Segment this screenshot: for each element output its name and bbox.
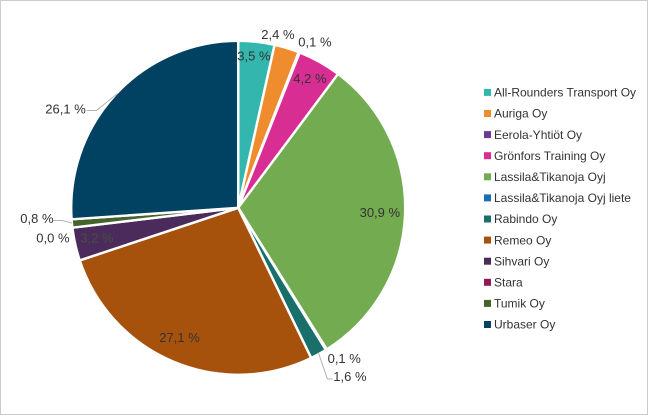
svg-text:0,1 %: 0,1 % [298,35,332,50]
svg-text:26,1 %: 26,1 % [45,102,86,117]
svg-text:Grönfors Training Oy: Grönfors Training Oy [494,149,605,163]
svg-text:27,1 %: 27,1 % [159,330,200,345]
svg-text:Tumik Oy: Tumik Oy [494,297,545,311]
svg-text:0,0 %: 0,0 % [36,230,70,245]
svg-text:3,2 %: 3,2 % [80,231,114,246]
svg-text:0,8 %: 0,8 % [20,211,54,226]
svg-text:Lassila&Tikanoja Oyj liete: Lassila&Tikanoja Oyj liete [494,191,631,205]
svg-text:0,1 %: 0,1 % [328,351,362,366]
svg-text:Auriga Oy: Auriga Oy [494,107,547,121]
svg-text:All-Rounders Transport Oy: All-Rounders Transport Oy [494,86,636,100]
svg-text:2,4 %: 2,4 % [261,27,295,42]
svg-text:3,5 %: 3,5 % [237,49,271,64]
svg-text:Lassila&Tikanoja Oyj: Lassila&Tikanoja Oyj [494,170,606,184]
svg-text:Urbaser Oy: Urbaser Oy [494,318,555,332]
svg-text:Eerola-Yhtiöt Oy: Eerola-Yhtiöt Oy [494,128,582,142]
svg-text:Sihvari Oy: Sihvari Oy [494,254,549,268]
svg-text:30,9 %: 30,9 % [360,205,401,220]
svg-text:Stara: Stara [494,276,523,290]
svg-text:Remeo Oy: Remeo Oy [494,233,551,247]
svg-text:Rabindo Oy: Rabindo Oy [494,212,557,226]
svg-text:4,2 %: 4,2 % [293,71,327,86]
svg-text:1,6 %: 1,6 % [333,369,367,384]
